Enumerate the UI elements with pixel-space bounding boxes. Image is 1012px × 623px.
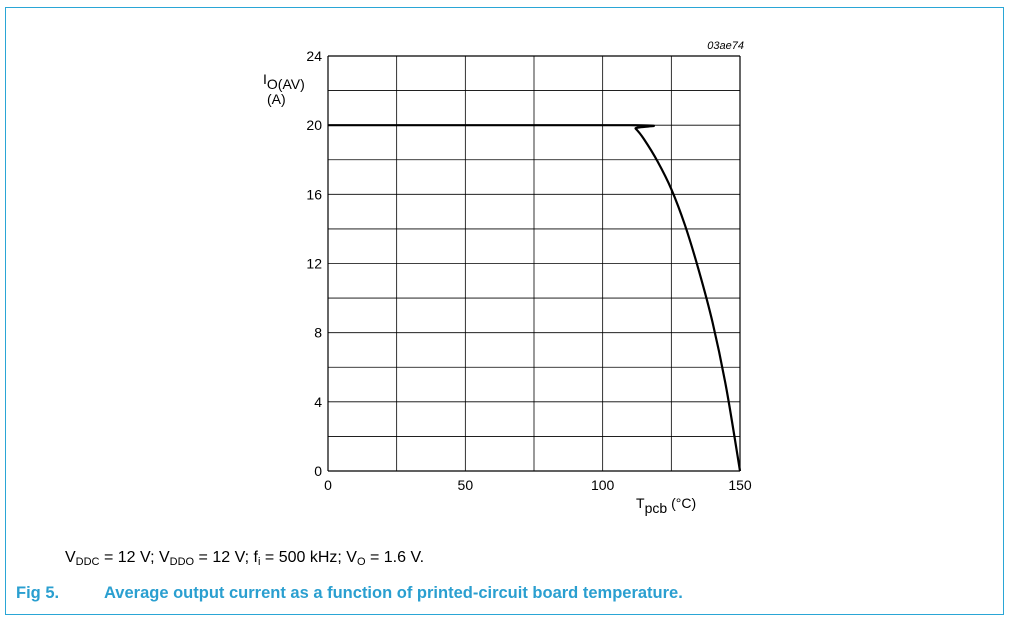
y-tick-label: 12 — [306, 256, 322, 272]
x-axis-label-unit: (°C) — [671, 495, 696, 511]
figure-caption-text: Average output current as a function of … — [104, 584, 683, 602]
x-axis-label: Tpcb (°C) — [636, 495, 696, 516]
x-tick-label: 0 — [324, 477, 332, 493]
x-tick-label: 50 — [458, 477, 474, 493]
figure-number: Fig 5. — [16, 584, 60, 602]
x-tick-label: 100 — [591, 477, 615, 493]
y-tick-label: 20 — [306, 117, 322, 133]
series-line — [328, 124, 742, 472]
y-tick-label: 16 — [306, 186, 322, 202]
x-axis-label-main: T — [636, 495, 645, 511]
chart-tick-labels: 0 4 8 12 16 20 24 0 50 100 150 — [306, 48, 751, 493]
y-tick-label: 0 — [314, 463, 322, 479]
y-axis-unit: (A) — [267, 91, 286, 107]
y-tick-label: 8 — [314, 325, 322, 341]
chart-series — [328, 124, 742, 472]
y-axis-label-main: I — [263, 71, 267, 87]
y-axis-label: IO(AV) — [263, 71, 305, 92]
y-tick-label: 4 — [314, 394, 322, 410]
x-axis-label-sub: pcb — [645, 500, 668, 516]
x-tick-label: 150 — [728, 477, 752, 493]
figure-caption: Fig 5. Average output current as a functi… — [16, 584, 683, 603]
y-tick-label: 24 — [306, 48, 322, 64]
chart-code: 03ae74 — [707, 40, 744, 52]
figure-frame — [5, 7, 1004, 615]
test-conditions: VDDC = 12 V; VDDO = 12 V; fi = 500 kHz; … — [65, 549, 425, 568]
y-axis-label-sub: O(AV) — [267, 76, 305, 92]
chart-grid — [327, 55, 741, 472]
